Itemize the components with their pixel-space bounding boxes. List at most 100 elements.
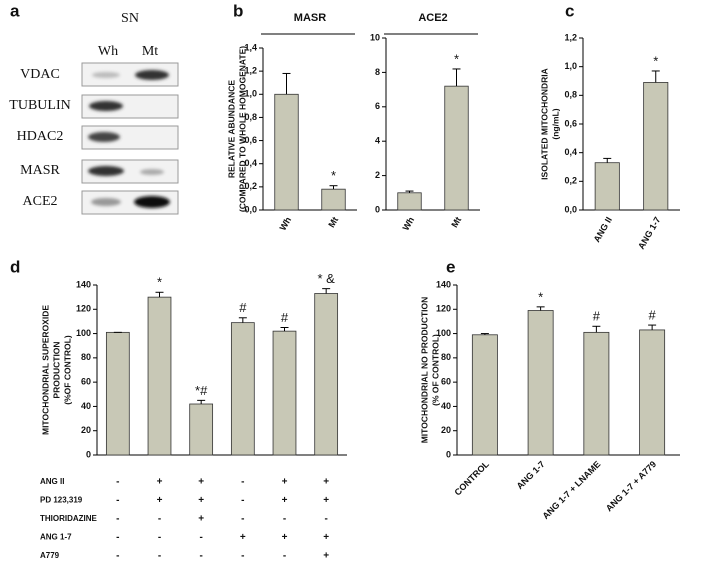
x-tick-label: ANG 1-7 + LNAME xyxy=(540,459,602,521)
treatment-sign: + xyxy=(282,477,288,488)
treatment-sign: - xyxy=(116,532,119,543)
protein-label: ACE2 xyxy=(23,194,58,209)
y-tick-label: 120 xyxy=(436,304,451,314)
blot-bands xyxy=(88,70,170,208)
protein-label: TUBULIN xyxy=(9,98,70,113)
y-tick-label: 0 xyxy=(375,204,380,214)
y-tick-label: 0,8 xyxy=(564,90,577,100)
x-tick-label: Wh xyxy=(278,215,294,232)
annotation: * xyxy=(538,289,543,304)
x-tick-label: ANG II xyxy=(592,215,614,244)
treatment-sign: + xyxy=(323,477,329,488)
treatment-sign: + xyxy=(198,495,204,506)
x-tick-label: ANG 1-7 xyxy=(515,459,547,491)
y-tick-label: 0 xyxy=(446,449,451,459)
bar xyxy=(189,403,214,456)
annotation: # xyxy=(649,308,657,323)
blot-strip xyxy=(81,125,179,150)
bar xyxy=(471,334,498,456)
y-axis-label: (COMPARED TO WHOLE HOMOGENATE) xyxy=(237,46,247,212)
x-tick-label: ANG 1-7 + A779 xyxy=(604,459,658,513)
treatment-sign: - xyxy=(199,532,202,543)
bar xyxy=(274,93,299,211)
y-tick-label: 1,0 xyxy=(244,89,257,99)
treatment-sign: - xyxy=(283,551,286,562)
y-tick-label: 100 xyxy=(436,328,451,338)
y-tick-label: 20 xyxy=(441,425,451,435)
treatment-sign: - xyxy=(116,551,119,562)
annotation: * xyxy=(454,51,459,66)
annotation: # xyxy=(281,310,289,325)
y-tick-label: 4 xyxy=(375,136,380,146)
treatment-sign: - xyxy=(241,514,244,525)
bar xyxy=(321,188,346,211)
y-axis-label: PRODUCTION xyxy=(51,341,61,398)
treatment-sign: + xyxy=(323,495,329,506)
y-tick-label: 140 xyxy=(436,279,451,289)
bar xyxy=(444,85,469,211)
x-tick-label: Wh xyxy=(401,215,417,232)
treatment-sign: + xyxy=(240,532,246,543)
treatment-name: ANG 1-7 xyxy=(40,533,72,542)
treatment-sign: - xyxy=(283,514,286,525)
treatment-name: THIORIDAZINE xyxy=(40,514,98,523)
treatment-name: ANG II xyxy=(40,477,64,486)
panel-label: b xyxy=(233,1,243,20)
blot-title: SN xyxy=(121,11,139,26)
treatment-sign: - xyxy=(199,551,202,562)
y-tick-label: 80 xyxy=(81,352,91,362)
y-tick-label: 40 xyxy=(81,401,91,411)
y-tick-label: 0,0 xyxy=(244,204,257,214)
treatment-sign: + xyxy=(323,532,329,543)
panel-label: a xyxy=(10,1,20,20)
y-tick-label: 8 xyxy=(375,67,380,77)
x-tick-label: ANG 1-7 xyxy=(636,215,662,251)
blot-strip xyxy=(81,94,179,119)
y-tick-label: 0,8 xyxy=(244,112,257,122)
treatment-sign: + xyxy=(282,495,288,506)
bar xyxy=(147,296,172,456)
treatment-sign: - xyxy=(116,514,119,525)
y-tick-label: 0,6 xyxy=(564,118,577,128)
bar xyxy=(397,192,422,211)
y-tick-label: 6 xyxy=(375,101,380,111)
treatment-sign: - xyxy=(241,551,244,562)
treatment-sign: + xyxy=(323,551,329,562)
y-tick-label: 1,2 xyxy=(564,32,577,42)
annotation: * xyxy=(331,168,336,183)
lane-label: Mt xyxy=(142,44,158,59)
y-tick-label: 0 xyxy=(86,449,91,459)
y-tick-label: 60 xyxy=(81,377,91,387)
panel-label: d xyxy=(10,257,20,276)
bar xyxy=(639,329,666,456)
treatment-sign: - xyxy=(324,514,327,525)
y-axis-label: RELATIVE ABUNDANCE xyxy=(226,80,236,179)
y-axis-label: ISOLATED MITOCHONDRIA xyxy=(539,68,549,180)
panel-label: c xyxy=(565,1,574,20)
y-axis-label: MITOCHONDRIAL SUPEROXIDE xyxy=(40,305,50,435)
treatment-sign: - xyxy=(241,495,244,506)
chart-title: ACE2 xyxy=(418,12,447,24)
bar xyxy=(527,310,554,456)
treatment-sign: - xyxy=(158,532,161,543)
protein-label: HDAC2 xyxy=(17,129,64,144)
bar xyxy=(230,322,255,456)
annotation: *# xyxy=(195,383,208,398)
annotation: # xyxy=(593,309,601,324)
y-tick-label: 120 xyxy=(76,304,91,314)
treatment-sign: + xyxy=(157,477,163,488)
blot: SN Wh Mt VDAC TUBULIN HDAC2 MASR ACE2 xyxy=(9,11,179,215)
treatment-sign: - xyxy=(158,514,161,525)
treatment-sign: + xyxy=(157,495,163,506)
treatment-sign: + xyxy=(198,514,204,525)
y-axis-label: MITOCHONDRIAL NO PRODUCTION xyxy=(419,297,429,444)
x-tick-label: CONTROL xyxy=(452,459,491,498)
treatment-name: A779 xyxy=(40,551,60,560)
treatment-sign: + xyxy=(282,532,288,543)
lane-label: Wh xyxy=(98,44,118,59)
annotation: * xyxy=(653,53,658,68)
treatment-sign: + xyxy=(198,477,204,488)
y-tick-label: 100 xyxy=(76,328,91,338)
y-tick-label: 80 xyxy=(441,352,451,362)
